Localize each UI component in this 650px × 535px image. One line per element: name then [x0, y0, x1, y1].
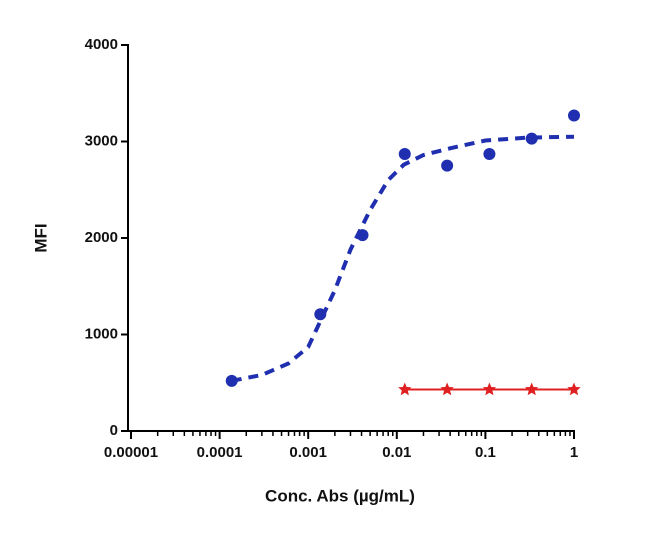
x-tick-label: 0.00001 — [104, 444, 158, 461]
y-tick-label: 1000 — [85, 325, 118, 342]
y-tick-label: 3000 — [85, 132, 118, 149]
x-axis-title: Conc. Abs (µg/mL) — [265, 486, 415, 505]
data-point — [441, 159, 454, 172]
x-tick-label: 0.01 — [382, 444, 411, 461]
x-tick-label: 1 — [570, 444, 578, 461]
x-tick-label: 0.0001 — [197, 444, 243, 461]
data-point — [568, 109, 580, 122]
x-tick-label: 0.001 — [289, 444, 327, 461]
y-tick-label: 4000 — [85, 36, 118, 53]
data-point — [398, 148, 411, 161]
series-line — [231, 134, 575, 383]
data-point — [525, 382, 539, 396]
y-tick-label: 2000 — [85, 229, 118, 246]
y-axis-title: MFI — [31, 223, 50, 252]
data-point — [482, 382, 497, 396]
data-point — [440, 382, 454, 396]
data-point — [483, 148, 496, 161]
x-tick-label: 0.1 — [475, 444, 496, 461]
y-tick-label: 0 — [110, 422, 118, 439]
data-point — [567, 382, 581, 396]
data-point — [398, 382, 412, 396]
